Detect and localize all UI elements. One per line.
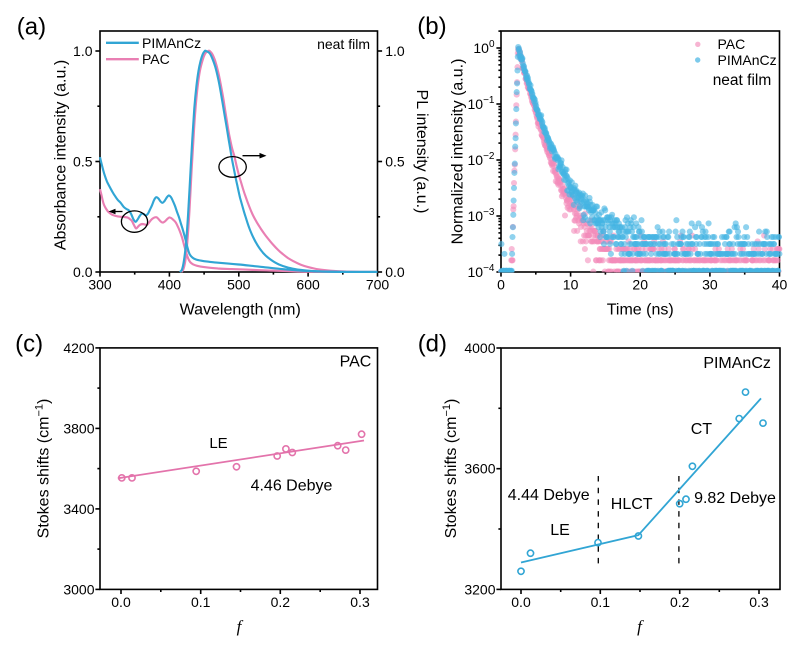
svg-text:(b): (b) xyxy=(417,13,446,40)
svg-text:Stokes shifts (cm−1): Stokes shifts (cm−1) xyxy=(441,399,460,539)
svg-text:0.1: 0.1 xyxy=(591,594,611,610)
svg-text:0.3: 0.3 xyxy=(749,594,769,610)
svg-text:40: 40 xyxy=(772,277,788,293)
svg-text:Stokes shifts (cm−1): Stokes shifts (cm−1) xyxy=(34,399,53,539)
svg-text:f: f xyxy=(237,617,244,636)
svg-text:Wavelength (nm): Wavelength (nm) xyxy=(180,301,301,318)
svg-text:0.0: 0.0 xyxy=(385,264,405,280)
svg-text:LE: LE xyxy=(550,522,570,539)
svg-text:PIMAnCz: PIMAnCz xyxy=(703,355,771,372)
svg-text:600: 600 xyxy=(296,277,320,293)
svg-text:3800: 3800 xyxy=(63,420,94,436)
svg-text:Time (ns): Time (ns) xyxy=(607,301,674,318)
svg-text:700: 700 xyxy=(366,277,390,293)
svg-text:PIMAnCz: PIMAnCz xyxy=(142,35,201,51)
svg-text:(d): (d) xyxy=(418,331,447,358)
svg-text:4000: 4000 xyxy=(464,340,495,356)
svg-text:Normalized intensity (a.u.): Normalized intensity (a.u.) xyxy=(450,59,467,245)
svg-text:4.46 Debye: 4.46 Debye xyxy=(251,478,333,495)
svg-text:PAC: PAC xyxy=(142,51,170,67)
svg-text:4.44 Debye: 4.44 Debye xyxy=(508,487,590,504)
svg-text:neat film: neat film xyxy=(713,72,772,89)
svg-text:1.0: 1.0 xyxy=(385,43,405,59)
svg-text:PL intensity (a.u.): PL intensity (a.u.) xyxy=(413,90,430,214)
svg-text:0: 0 xyxy=(497,277,505,293)
svg-text:0.0: 0.0 xyxy=(111,594,131,610)
svg-text:3000: 3000 xyxy=(63,581,94,597)
svg-text:HLCT: HLCT xyxy=(611,496,653,513)
svg-text:0.3: 0.3 xyxy=(350,594,370,610)
svg-text:30: 30 xyxy=(702,277,718,293)
svg-text:0.2: 0.2 xyxy=(271,594,291,610)
svg-text:PIMAnCz: PIMAnCz xyxy=(718,52,777,68)
svg-text:0.5: 0.5 xyxy=(73,153,93,169)
svg-text:0.5: 0.5 xyxy=(385,153,405,169)
svg-text:3200: 3200 xyxy=(464,581,495,597)
svg-text:LE: LE xyxy=(209,435,227,452)
svg-text:1.0: 1.0 xyxy=(73,43,93,59)
svg-text:9.82 Debye: 9.82 Debye xyxy=(694,490,776,507)
svg-text:PAC: PAC xyxy=(340,354,372,371)
svg-text:500: 500 xyxy=(227,277,251,293)
svg-text:10: 10 xyxy=(563,277,579,293)
svg-text:(c): (c) xyxy=(15,331,43,358)
svg-text:4200: 4200 xyxy=(63,340,94,356)
svg-text:neat film: neat film xyxy=(317,36,370,52)
svg-text:400: 400 xyxy=(158,277,182,293)
svg-text:Absorbance intensity (a.u.): Absorbance intensity (a.u.) xyxy=(53,60,70,250)
svg-text:20: 20 xyxy=(632,277,648,293)
svg-text:0.0: 0.0 xyxy=(511,594,531,610)
svg-text:0.2: 0.2 xyxy=(670,594,690,610)
svg-text:0.1: 0.1 xyxy=(191,594,211,610)
svg-text:3600: 3600 xyxy=(464,461,495,477)
svg-text:3400: 3400 xyxy=(63,501,94,517)
svg-text:CT: CT xyxy=(691,421,713,438)
svg-text:0.0: 0.0 xyxy=(73,264,93,280)
svg-text:300: 300 xyxy=(88,277,112,293)
svg-text:PAC: PAC xyxy=(718,36,746,52)
svg-text:f: f xyxy=(637,617,644,636)
svg-text:(a): (a) xyxy=(17,14,46,41)
